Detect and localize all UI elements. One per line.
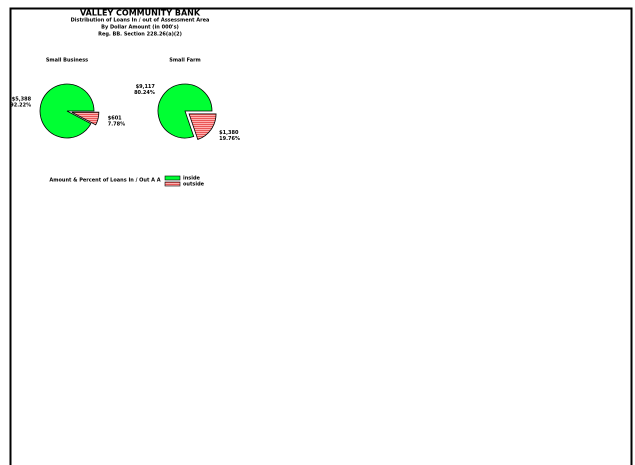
value-label: $5,388 [12, 97, 32, 103]
pie-title: Small Business [46, 58, 88, 64]
percent-label: 19.76% [219, 136, 240, 142]
legend-label: outside [183, 182, 205, 188]
value-label: $9,117 [136, 84, 156, 90]
pie-slice [188, 113, 217, 140]
subtitle: By Dollar Amount (in 000's) [101, 25, 179, 31]
subtitle: Reg. BB. Section 228.26(a)(2) [98, 32, 182, 38]
percent-label: 92.22% [10, 103, 31, 109]
legend-title: Amount & Percent of Loans In / Out A A [49, 178, 160, 184]
frame [9, 7, 633, 465]
subtitle: Distribution of Loans In / out of Assess… [71, 18, 210, 24]
value-label: $1,380 [219, 130, 239, 136]
legend-swatch [164, 175, 181, 181]
pie-title: Small Farm [169, 58, 201, 64]
percent-label: 80.24% [134, 90, 155, 96]
value-label: $601 [108, 116, 122, 122]
pie-slice [71, 111, 100, 126]
pie-slice [39, 83, 95, 139]
percent-label: 7.78% [108, 122, 125, 128]
legend-label: inside [183, 176, 201, 182]
legend-swatch [164, 181, 181, 187]
title: VALLEY COMMUNITY BANK [80, 9, 201, 18]
pie-slice [157, 83, 213, 139]
